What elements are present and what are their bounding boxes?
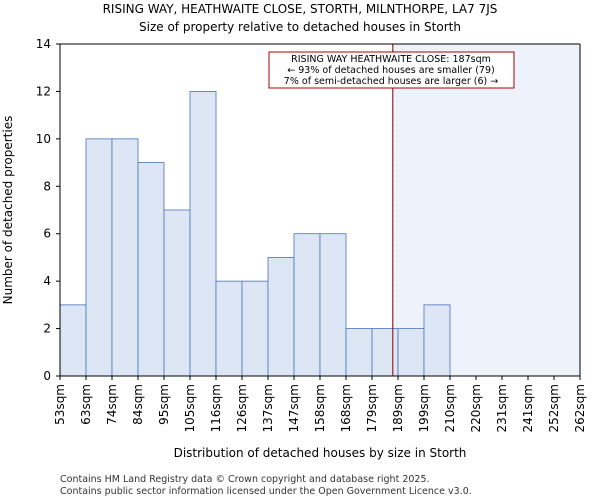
x-tick-label: 241sqm bbox=[521, 384, 535, 432]
bar-189sqm bbox=[397, 328, 425, 377]
bar-168sqm bbox=[345, 328, 373, 377]
bar-179sqm bbox=[371, 328, 399, 377]
x-tick-label: 147sqm bbox=[287, 384, 301, 432]
annotation-box bbox=[268, 51, 515, 89]
chart-title: RISING WAY, HEATHWAITE CLOSE, STORTH, MI… bbox=[103, 2, 498, 16]
x-tick-label: 105sqm bbox=[183, 384, 197, 432]
x-tick-label: 116sqm bbox=[209, 384, 223, 432]
bar-126sqm bbox=[241, 280, 269, 377]
x-axis-label: Distribution of detached houses by size … bbox=[174, 446, 467, 460]
bar-53sqm bbox=[59, 304, 87, 377]
y-tick-label: 0 bbox=[43, 369, 51, 383]
highlight-region bbox=[392, 43, 581, 377]
y-tick-label: 4 bbox=[43, 274, 51, 288]
x-tick-label: 231sqm bbox=[495, 384, 509, 432]
y-axis-label: Number of detached properties bbox=[1, 116, 15, 305]
x-tick-label: 189sqm bbox=[391, 384, 405, 432]
chart-subtitle: Size of property relative to detached ho… bbox=[139, 20, 461, 34]
x-tick-label: 74sqm bbox=[105, 384, 119, 425]
footer-line-2: Contains public sector information licen… bbox=[60, 486, 472, 497]
x-tick-label: 95sqm bbox=[157, 384, 171, 425]
x-tick-label: 179sqm bbox=[365, 384, 379, 432]
x-tick-label: 262sqm bbox=[573, 384, 587, 432]
y-tick-label: 2 bbox=[43, 322, 51, 336]
y-tick-label: 14 bbox=[36, 37, 51, 51]
x-axis-ticks: 53sqm 63sqm 74sqm 84sqm 95sqm 105sqm 116sqm 126… bbox=[53, 376, 587, 432]
y-tick-label: 8 bbox=[43, 179, 51, 193]
x-tick-label: 84sqm bbox=[131, 384, 145, 425]
bar-147sqm bbox=[293, 233, 321, 377]
x-tick-label: 220sqm bbox=[469, 384, 483, 432]
bars bbox=[59, 91, 451, 377]
bar-199sqm bbox=[423, 304, 451, 377]
y-tick-label: 6 bbox=[43, 227, 51, 241]
x-tick-label: 126sqm bbox=[235, 384, 249, 432]
bar-95sqm bbox=[163, 209, 191, 377]
x-tick-label: 252sqm bbox=[547, 384, 561, 432]
x-tick-label: 158sqm bbox=[313, 384, 327, 432]
bar-105sqm bbox=[189, 91, 217, 377]
bar-137sqm bbox=[267, 257, 295, 377]
y-tick-label: 12 bbox=[36, 84, 51, 98]
x-tick-label: 63sqm bbox=[79, 384, 93, 425]
bar-74sqm bbox=[111, 138, 139, 377]
y-axis-ticks: 0 2 4 6 8 10 12 14 bbox=[36, 37, 60, 383]
x-tick-label: 199sqm bbox=[417, 384, 431, 432]
x-tick-label: 168sqm bbox=[339, 384, 353, 432]
bar-116sqm bbox=[215, 280, 243, 377]
x-tick-label: 210sqm bbox=[443, 384, 457, 432]
x-tick-label: 137sqm bbox=[261, 384, 275, 432]
bar-84sqm bbox=[137, 162, 165, 377]
annotation-line-2: ← 93% of detached houses are smaller (79… bbox=[287, 65, 494, 76]
annotation-line-3: 7% of semi-detached houses are larger (6… bbox=[284, 76, 498, 87]
x-tick-label: 53sqm bbox=[53, 384, 67, 425]
footer-line-1: Contains HM Land Registry data © Crown c… bbox=[60, 474, 430, 485]
bar-63sqm bbox=[85, 138, 113, 377]
y-tick-label: 10 bbox=[36, 132, 51, 146]
bar-158sqm bbox=[319, 233, 347, 377]
annotation-line-1: RISING WAY HEATHWAITE CLOSE: 187sqm bbox=[291, 54, 491, 65]
